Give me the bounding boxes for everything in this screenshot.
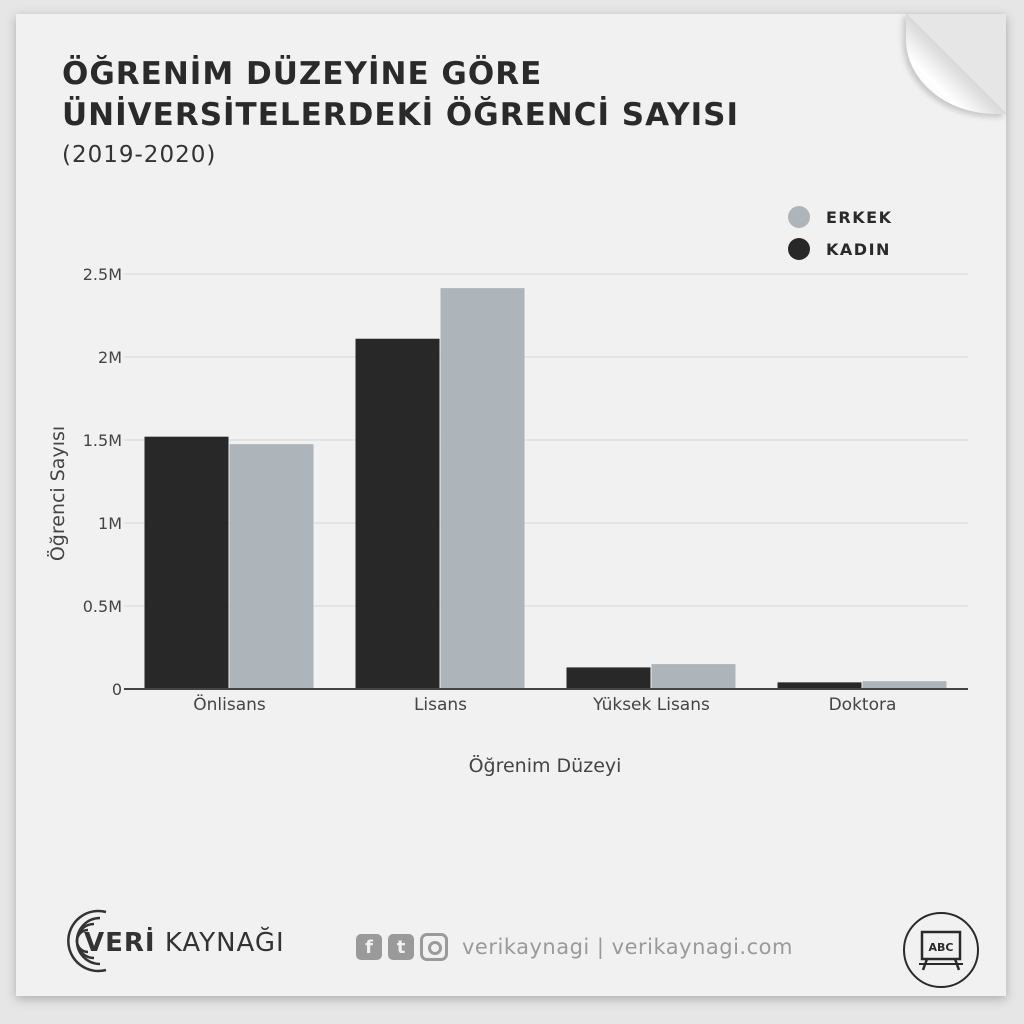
x-tick-labels: Önlisans Lisans Yüksek Lisans Doktora: [193, 693, 896, 715]
y-tick-label: 2M: [98, 348, 122, 367]
veri-kaynagi-logo-icon: [67, 909, 107, 973]
chart-title: ÖĞRENİM DÜZEYİNE GÖRE ÜNİVERSİTELERDEKİ …: [62, 54, 739, 136]
y-tick-label: 1M: [98, 514, 122, 533]
legend-label-erkek: ERKEK: [826, 207, 893, 227]
brand-name-bold: VERİ: [84, 928, 156, 958]
y-tick-label: 0: [112, 680, 122, 699]
facebook-icon[interactable]: f: [356, 934, 382, 960]
bar-erkek-4: [862, 681, 947, 689]
bar-erkek-2: [440, 288, 525, 689]
brand-name: VERİ KAYNAĞI: [84, 928, 285, 958]
bar-erkek-1: [229, 444, 314, 689]
chart-subtitle: (2019-2020): [62, 142, 217, 168]
bar-kadin-4: [777, 682, 862, 689]
bars: [144, 288, 947, 689]
x-tick-label: Doktora: [829, 695, 897, 715]
x-tick-label: Yüksek Lisans: [592, 695, 710, 715]
x-axis-title: Öğrenim Düzeyi: [469, 754, 622, 777]
legend-item-kadin: KADIN: [788, 233, 892, 265]
instagram-icon[interactable]: [420, 933, 448, 961]
twitter-icon[interactable]: t: [388, 934, 414, 960]
bar-erkek-3: [651, 664, 736, 689]
legend-swatch-kadin: [788, 238, 810, 260]
social-links: f t verikaynagi | verikaynagi.com: [356, 933, 793, 961]
legend-item-erkek: ERKEK: [788, 201, 892, 233]
legend-swatch-erkek: [788, 206, 810, 228]
abc-board-drawing: ABC: [919, 930, 963, 971]
x-tick-label: Lisans: [414, 695, 467, 715]
brand-name-rest: KAYNAĞI: [155, 928, 285, 958]
abc-badge-text: ABC: [929, 941, 954, 954]
y-axis-title: Öğrenci Sayısı: [46, 426, 69, 561]
legend-label-kadin: KADIN: [826, 239, 891, 259]
bar-kadin-1: [144, 436, 229, 689]
chart-title-line-2: ÜNİVERSİTELERDEKİ ÖĞRENCİ SAYISI: [62, 97, 739, 133]
y-tick-label: 0.5M: [83, 597, 122, 616]
y-tick-labels: 0 0.5M 1M 1.5M 2M 2.5M: [83, 265, 122, 699]
bar-kadin-2: [355, 338, 440, 689]
chart-title-line-1: ÖĞRENİM DÜZEYİNE GÖRE: [62, 56, 543, 92]
bar-kadin-3: [566, 667, 651, 689]
y-tick-label: 2.5M: [83, 265, 122, 284]
legend: ERKEK KADIN: [788, 201, 892, 265]
abc-board-icon: ABC: [903, 912, 979, 988]
y-tick-label: 1.5M: [83, 431, 122, 450]
x-tick-label: Önlisans: [193, 693, 266, 715]
social-handle[interactable]: verikaynagi | verikaynagi.com: [462, 935, 793, 959]
